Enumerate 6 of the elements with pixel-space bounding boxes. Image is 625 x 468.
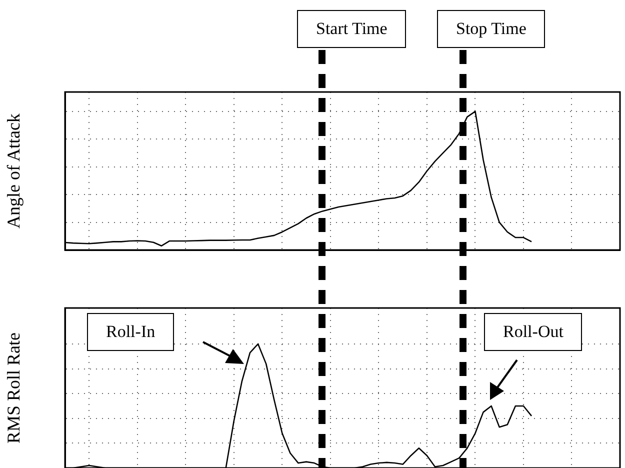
text: Start Time <box>297 10 406 48</box>
y-axis-title: RMS Roll Rate <box>4 332 24 444</box>
text: Roll-In <box>87 313 174 351</box>
text: Stop Time <box>437 10 546 48</box>
text: Roll-Out <box>484 313 582 351</box>
y-axis-title: Angle of Attack <box>4 114 24 228</box>
